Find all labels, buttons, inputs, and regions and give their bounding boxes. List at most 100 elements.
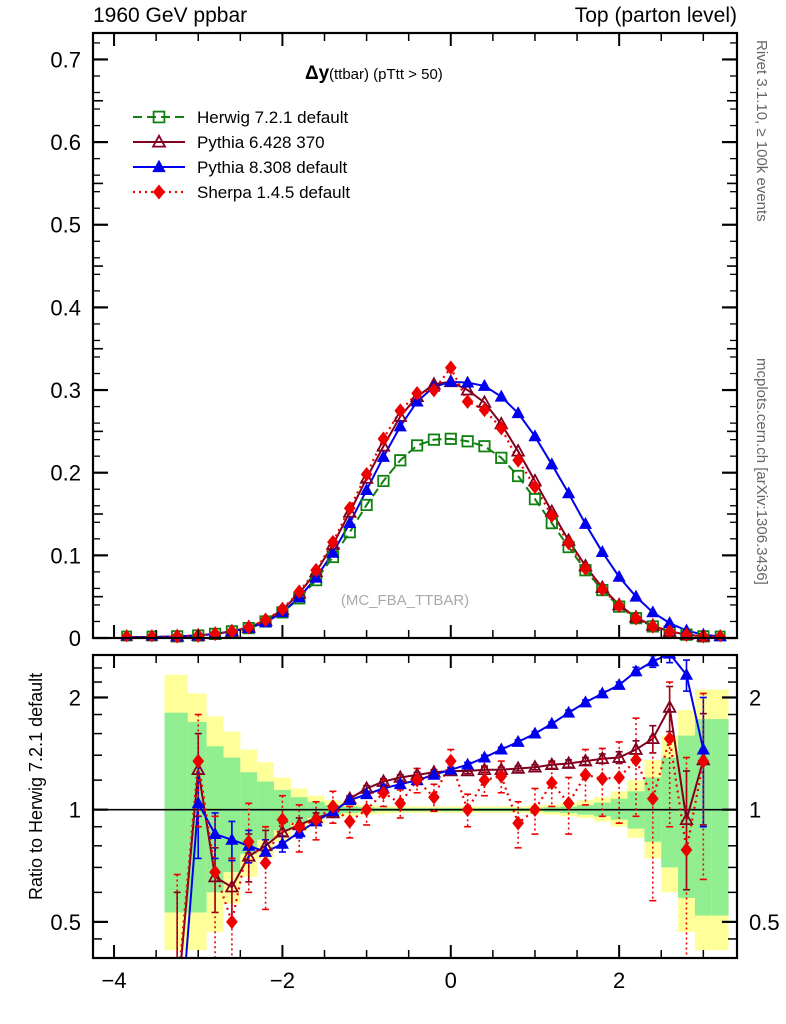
data-marker — [494, 389, 508, 402]
data-marker — [545, 508, 558, 523]
data-marker — [242, 619, 255, 635]
data-marker — [679, 667, 694, 680]
analysis-watermark: (MC_FBA_TTBAR) — [341, 592, 469, 609]
data-marker — [428, 789, 440, 805]
data-marker — [596, 581, 609, 597]
data-marker — [629, 589, 643, 602]
data-marker — [377, 474, 390, 488]
data-marker — [494, 742, 508, 755]
data-marker — [697, 753, 710, 769]
header-left-beam-label: 1960 GeV ppbar — [93, 4, 248, 27]
data-marker — [630, 610, 642, 626]
data-marker — [630, 752, 642, 768]
data-marker — [562, 705, 576, 718]
data-marker — [209, 864, 221, 880]
data-marker — [293, 584, 306, 600]
data-marker — [629, 664, 643, 677]
band-inner — [164, 712, 188, 913]
data-marker — [360, 802, 373, 817]
data-marker — [545, 716, 559, 729]
tick-label: 0.5 — [50, 213, 81, 238]
data-marker — [393, 419, 407, 432]
ratio-clip-group — [93, 655, 737, 1009]
legend: Herwig 7.2.1 default Pythia 6.428 370 Pyth… — [133, 108, 350, 202]
tick-label: 2 — [69, 685, 81, 710]
data-marker — [663, 655, 677, 659]
data-marker — [411, 386, 423, 401]
data-marker — [444, 432, 457, 445]
legend-label: Pythia 6.428 370 — [197, 133, 325, 152]
tick-label: 0 — [445, 968, 457, 993]
data-marker — [225, 832, 239, 845]
data-marker — [259, 855, 272, 871]
data-marker — [377, 431, 390, 447]
data-marker — [360, 483, 374, 495]
tick-label: 1 — [69, 798, 81, 823]
data-marker — [208, 827, 222, 840]
data-marker — [578, 695, 593, 708]
data-marker — [310, 812, 322, 827]
main-panel-frame — [91, 31, 739, 640]
data-marker — [172, 988, 182, 1001]
data-marker — [613, 598, 625, 614]
tick-label: 0.5 — [50, 910, 81, 935]
data-marker — [461, 757, 475, 770]
data-marker — [152, 110, 166, 124]
data-marker — [241, 848, 256, 862]
data-marker — [376, 449, 390, 462]
data-marker — [461, 375, 475, 388]
data-marker — [276, 601, 289, 617]
data-marker — [275, 836, 289, 849]
data-marker — [645, 730, 661, 745]
data-marker — [224, 879, 240, 893]
header-right-process-label: Top (parton level) — [574, 4, 737, 27]
data-marker — [646, 605, 660, 618]
data-marker — [512, 815, 524, 831]
data-marker — [171, 999, 182, 1009]
data-marker — [562, 535, 575, 551]
data-marker — [595, 545, 609, 557]
tick-label: 0.2 — [50, 461, 81, 486]
data-marker — [528, 726, 542, 739]
data-marker — [579, 767, 592, 783]
data-marker — [611, 749, 627, 763]
data-marker — [613, 770, 625, 785]
data-marker — [646, 791, 659, 807]
data-marker — [512, 453, 524, 468]
tick-label: 0.5 — [749, 910, 780, 935]
data-marker — [562, 796, 575, 811]
data-marker — [561, 755, 576, 769]
data-marker — [612, 569, 626, 582]
data-marker — [562, 486, 576, 499]
data-marker — [411, 439, 424, 452]
data-marker — [151, 133, 167, 148]
tick-label: 0.7 — [50, 47, 81, 72]
axis-frames — [91, 31, 739, 960]
data-marker — [427, 767, 441, 780]
data-marker — [444, 360, 457, 376]
data-marker — [646, 655, 660, 667]
band-inner — [240, 772, 258, 855]
data-marker — [511, 734, 525, 747]
data-marker — [410, 394, 424, 407]
data-marker — [171, 629, 184, 644]
data-marker — [511, 406, 525, 419]
data-marker — [680, 842, 693, 858]
plot-title-suffix: (ttbar) (pTtt > 50) — [329, 66, 443, 83]
data-marker — [152, 159, 166, 173]
data-marker — [327, 534, 339, 550]
data-marker — [595, 750, 610, 765]
data-marker — [461, 394, 474, 409]
data-marker — [545, 457, 559, 470]
data-marker — [259, 612, 272, 628]
data-marker — [510, 760, 526, 774]
data-marker — [527, 759, 543, 773]
tick-label: 0.1 — [50, 543, 81, 568]
data-marker — [190, 761, 206, 776]
tick-label: 0.6 — [50, 130, 81, 155]
data-marker — [545, 775, 558, 791]
data-marker — [478, 402, 491, 418]
legend-label: Pythia 8.308 default — [197, 158, 348, 177]
